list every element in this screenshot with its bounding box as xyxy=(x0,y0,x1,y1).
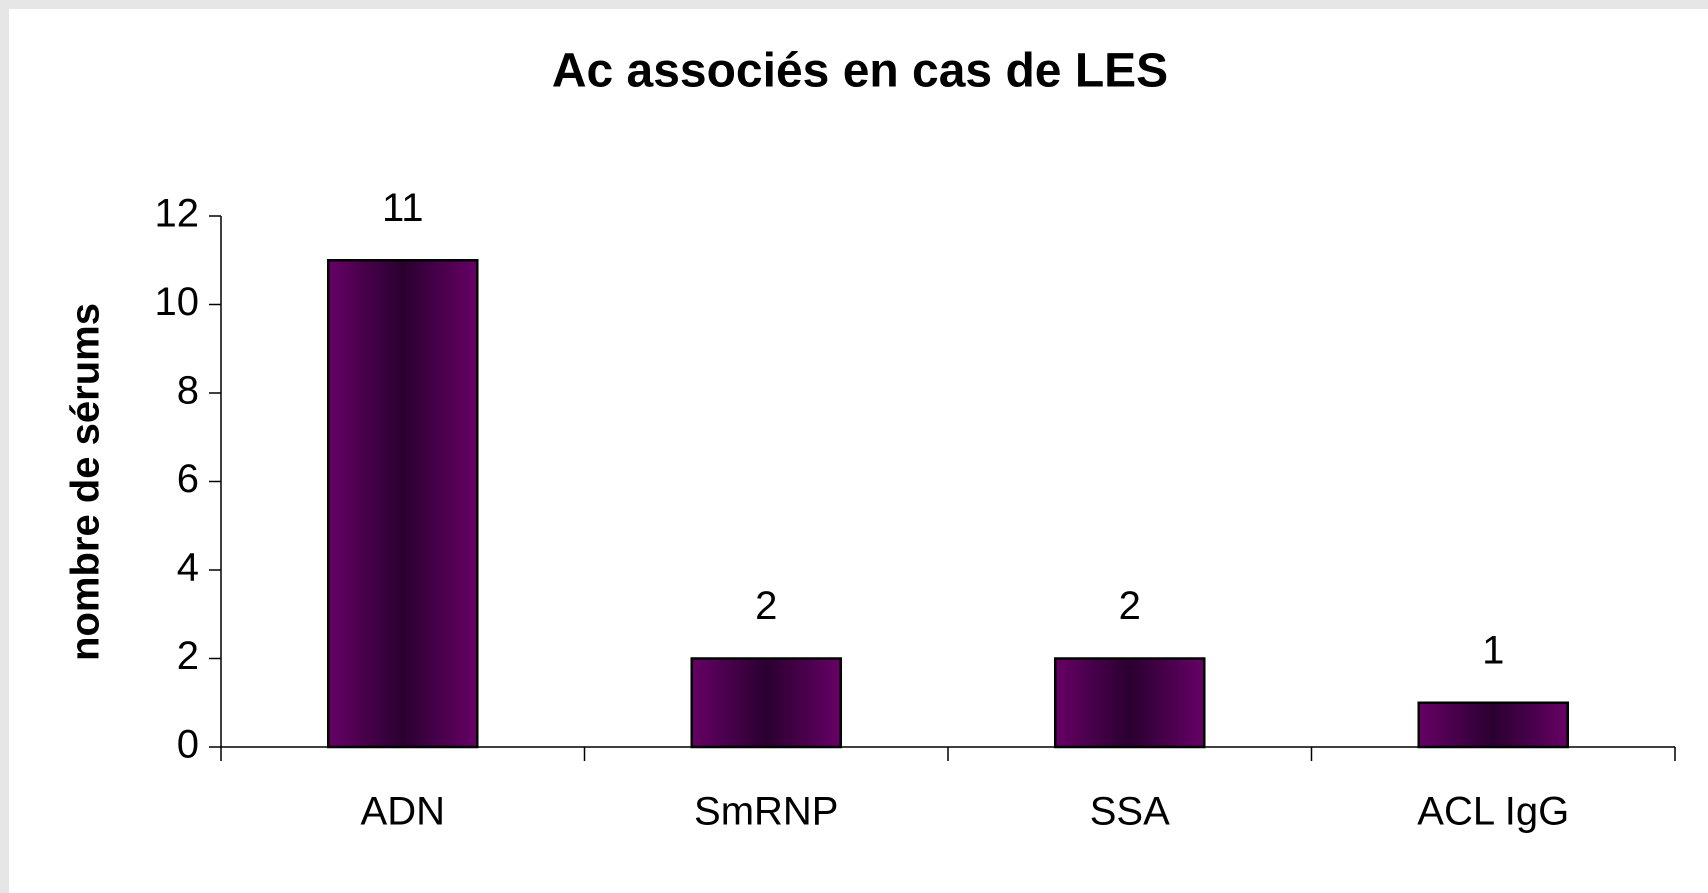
chart-title: Ac associés en cas de LES xyxy=(552,45,1168,98)
y-axis-label: nombre de sérums xyxy=(64,303,108,661)
bar xyxy=(1053,657,1206,749)
y-tick-label: 12 xyxy=(155,192,200,236)
y-tick-label: 10 xyxy=(155,280,200,324)
y-tick-label: 8 xyxy=(177,369,199,413)
y-tick-label: 0 xyxy=(177,723,199,767)
x-tick-label: SSA xyxy=(1090,790,1170,834)
data-label: 2 xyxy=(1119,584,1141,628)
data-label: 2 xyxy=(755,584,777,628)
data-label: 1 xyxy=(1482,628,1504,672)
y-tick-label: 6 xyxy=(177,457,199,501)
x-tick-label: SmRNP xyxy=(694,790,838,834)
chart-panel xyxy=(9,9,1708,893)
x-tick-label: ADN xyxy=(361,790,445,834)
y-tick-label: 2 xyxy=(177,634,199,678)
y-tick-label: 4 xyxy=(177,546,199,590)
bar xyxy=(690,657,843,749)
data-label: 11 xyxy=(382,186,424,230)
bar xyxy=(1417,701,1570,749)
bar xyxy=(326,259,479,749)
x-tick-label: ACL IgG xyxy=(1417,790,1569,834)
